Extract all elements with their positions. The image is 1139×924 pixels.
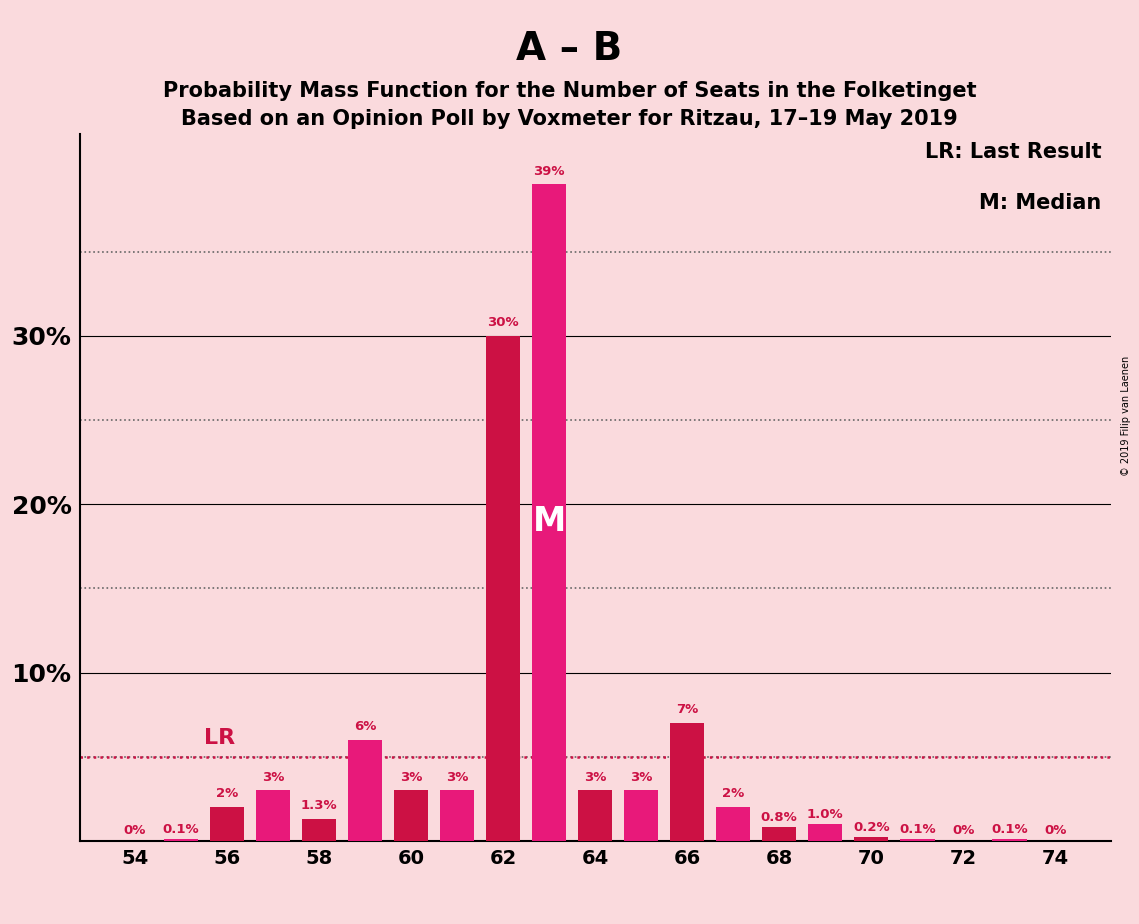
Text: 2%: 2% bbox=[216, 787, 238, 800]
Text: 3%: 3% bbox=[630, 771, 653, 784]
Bar bbox=[577, 790, 613, 841]
Text: LR: LR bbox=[204, 728, 235, 748]
Text: 3%: 3% bbox=[262, 771, 285, 784]
Text: 0.1%: 0.1% bbox=[163, 822, 199, 836]
Bar bbox=[808, 824, 843, 841]
Text: 6%: 6% bbox=[354, 720, 376, 733]
Bar bbox=[486, 336, 521, 841]
Bar bbox=[624, 790, 658, 841]
Text: 3%: 3% bbox=[400, 771, 423, 784]
Text: 0.1%: 0.1% bbox=[899, 822, 935, 836]
Text: 3%: 3% bbox=[445, 771, 468, 784]
Text: Based on an Opinion Poll by Voxmeter for Ritzau, 17–19 May 2019: Based on an Opinion Poll by Voxmeter for… bbox=[181, 109, 958, 129]
Text: 0%: 0% bbox=[952, 824, 975, 837]
Text: 0.2%: 0.2% bbox=[853, 821, 890, 834]
Text: 7%: 7% bbox=[677, 703, 698, 716]
Text: 39%: 39% bbox=[533, 164, 565, 177]
Text: M: M bbox=[533, 505, 566, 538]
Text: M: Median: M: Median bbox=[980, 193, 1101, 213]
Bar bbox=[164, 839, 198, 841]
Text: 30%: 30% bbox=[487, 316, 519, 329]
Text: A – B: A – B bbox=[516, 30, 623, 67]
Text: 3%: 3% bbox=[584, 771, 606, 784]
Text: 1.3%: 1.3% bbox=[301, 799, 337, 812]
Bar bbox=[854, 837, 888, 841]
Text: © 2019 Filip van Laenen: © 2019 Filip van Laenen bbox=[1121, 356, 1131, 476]
Bar bbox=[347, 740, 383, 841]
Text: 0%: 0% bbox=[124, 824, 146, 837]
Bar bbox=[762, 827, 796, 841]
Text: Probability Mass Function for the Number of Seats in the Folketinget: Probability Mass Function for the Number… bbox=[163, 81, 976, 102]
Bar bbox=[394, 790, 428, 841]
Text: 0.8%: 0.8% bbox=[761, 811, 797, 824]
Bar bbox=[900, 839, 934, 841]
Bar bbox=[256, 790, 290, 841]
Text: 0.1%: 0.1% bbox=[991, 822, 1027, 836]
Text: 0%: 0% bbox=[1044, 824, 1066, 837]
Text: LR: Last Result: LR: Last Result bbox=[925, 142, 1101, 163]
Bar bbox=[992, 839, 1026, 841]
Bar bbox=[532, 185, 566, 841]
Bar bbox=[716, 808, 751, 841]
Text: 1.0%: 1.0% bbox=[806, 808, 844, 821]
Text: 2%: 2% bbox=[722, 787, 744, 800]
Bar bbox=[440, 790, 474, 841]
Bar bbox=[670, 723, 704, 841]
Bar bbox=[210, 808, 244, 841]
Bar bbox=[302, 819, 336, 841]
